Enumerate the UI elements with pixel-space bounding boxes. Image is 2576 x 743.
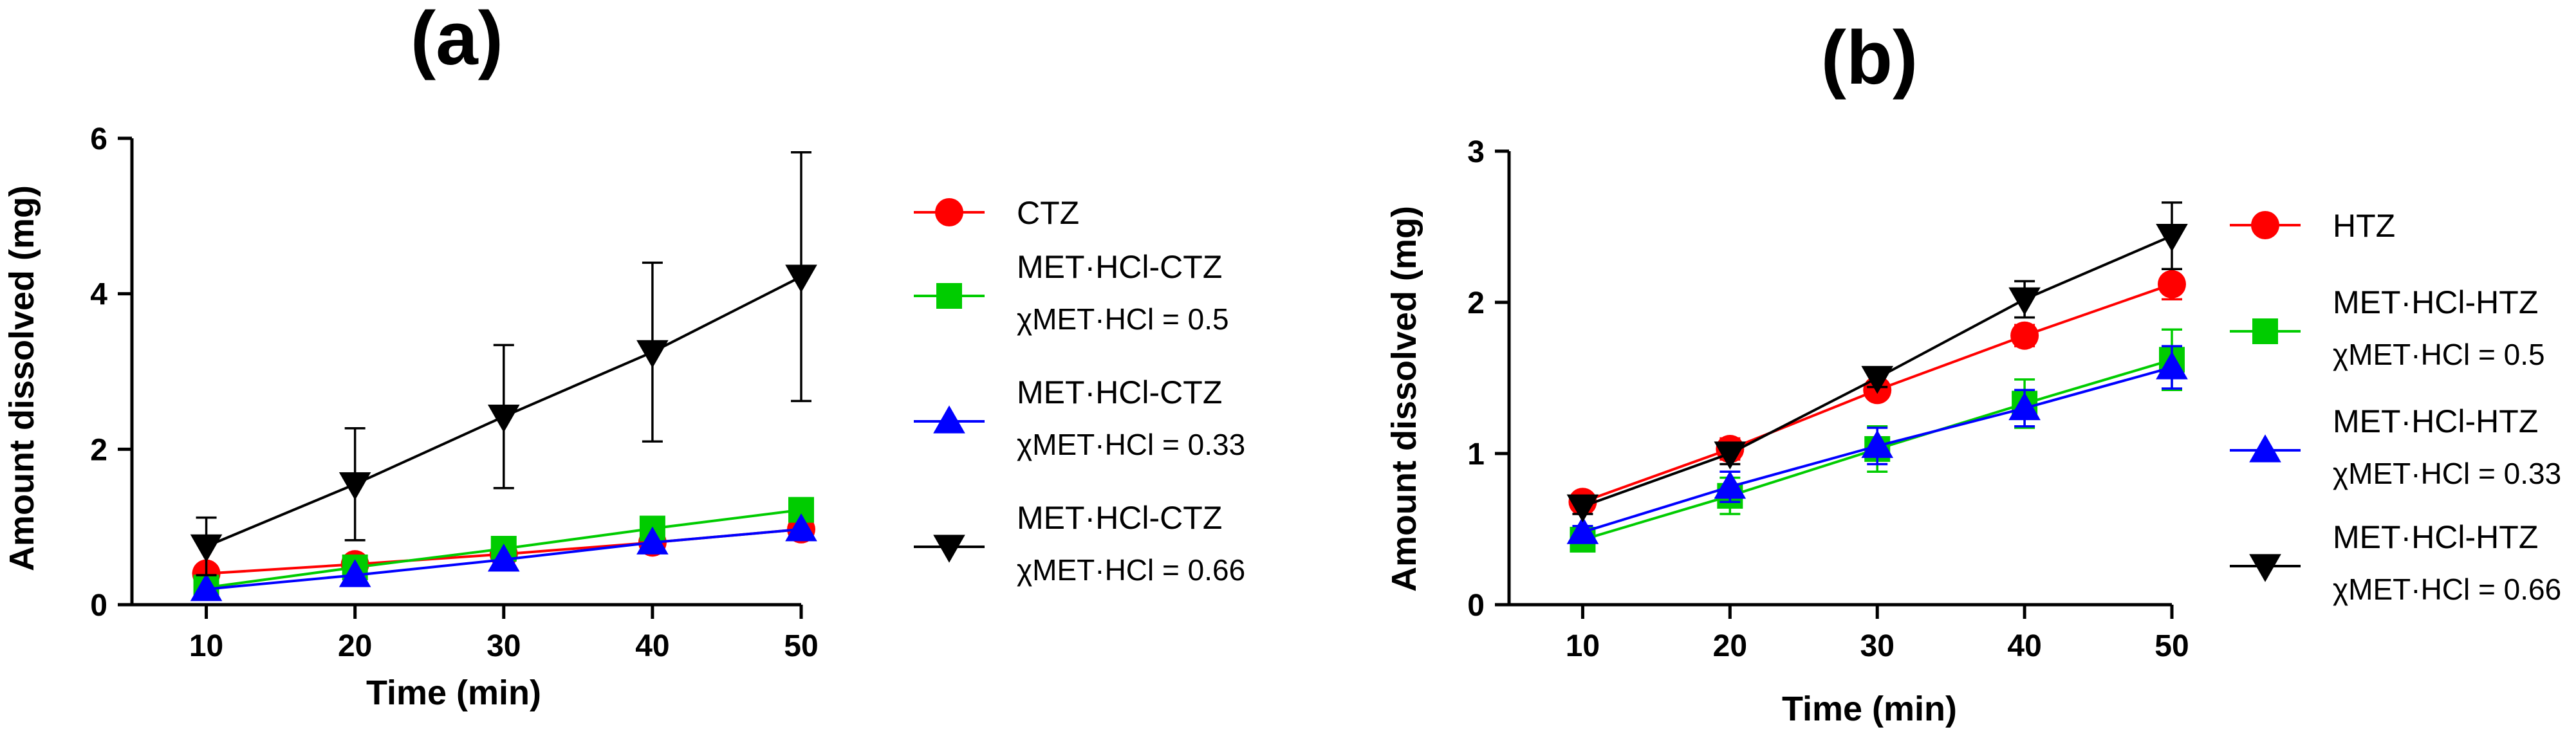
data-point: [2008, 287, 2041, 316]
data-point: [338, 472, 371, 500]
data-point: [1714, 441, 1747, 470]
data-point: [2008, 392, 2041, 421]
legend-b: HTZ MET·HCl-HTZ χMET·HCl = 0.5 MET·HCl-HTZ χ…: [2230, 208, 2561, 606]
y-tick-label-a: 2: [90, 433, 107, 467]
data-point: [487, 544, 520, 572]
data-point: [636, 340, 669, 369]
data-point: [2156, 351, 2188, 380]
axes-a: 0 2 4 6 10 20 30 40 50: [90, 122, 818, 663]
x-tick-label-b: 10: [1566, 629, 1600, 663]
x-tick-label-b: 50: [2154, 629, 2189, 663]
data-point: [636, 526, 669, 555]
legend-marker: [936, 283, 962, 309]
x-tick-label-b: 30: [1860, 629, 1895, 663]
legend-label: MET·HCl-HTZ: [2333, 519, 2538, 555]
legend-marker: [2251, 211, 2279, 239]
legend-marker: [2249, 554, 2281, 582]
legend-marker: [2252, 318, 2278, 344]
y-tick-label-b: 2: [1467, 286, 1485, 320]
x-tick-label-a: 40: [635, 629, 669, 663]
panel-label-b: (b): [1821, 15, 1918, 100]
legend-sublabel: χMET·HCl = 0.33: [2333, 457, 2561, 490]
data-point: [785, 513, 817, 542]
legend-sublabel: χMET·HCl = 0.66: [1017, 553, 1245, 587]
legend-sublabel: χMET·HCl = 0.33: [1017, 428, 1245, 461]
series-b-2: [1566, 345, 2188, 544]
legend-label: MET·HCl-CTZ: [1017, 500, 1222, 536]
series-a-2: [190, 513, 817, 601]
data-point: [1566, 516, 1599, 544]
x-axis-label-a: Time (min): [366, 674, 541, 712]
x-axis-label-b: Time (min): [1782, 690, 1957, 728]
legend-label: MET·HCl-CTZ: [1017, 374, 1222, 410]
data-point: [1566, 494, 1599, 523]
legend-label: HTZ: [2333, 208, 2395, 244]
series-group-b: [1566, 201, 2188, 553]
y-tick-label-b: 1: [1467, 437, 1485, 472]
y-tick-label-a: 0: [90, 589, 107, 623]
axes-b: 0 1 2 3 10 20 30 40 50: [1467, 135, 2189, 663]
data-point: [1714, 470, 1747, 499]
data-point: [1861, 365, 1894, 394]
data-point: [487, 404, 520, 433]
data-point: [2158, 270, 2186, 298]
legend-marker: [2249, 434, 2281, 463]
data-point: [190, 573, 223, 601]
x-tick-label-a: 30: [486, 629, 521, 663]
chart-panel-a: (a) Amount dissolved (mg) Time (min) 0 2 4…: [3, 0, 1245, 712]
legend-label: CTZ: [1017, 195, 1079, 231]
data-point: [1861, 430, 1894, 458]
legend-label: MET·HCl-HTZ: [2333, 403, 2538, 439]
legend-marker: [935, 198, 963, 226]
panel-label-a: (a): [411, 0, 503, 81]
series-b-3: [1566, 201, 2188, 523]
legend-marker: [933, 405, 965, 434]
data-point: [190, 534, 223, 563]
series-a-3: [190, 151, 817, 576]
legend-marker: [933, 535, 965, 563]
legend-label: MET·HCl-HTZ: [2333, 284, 2538, 320]
chart-panel-b: (b) Amount dissolved (mg) Time (min) 0 1 2…: [1385, 15, 2561, 728]
series-group-a: [190, 151, 817, 601]
y-axis-label-b: Amount dissolved (mg): [1385, 206, 1423, 592]
x-tick-label-a: 50: [784, 629, 818, 663]
data-point: [338, 559, 371, 587]
y-tick-label-a: 6: [90, 122, 107, 156]
legend-sublabel: χMET·HCl = 0.5: [1017, 302, 1229, 336]
legend-label: MET·HCl-CTZ: [1017, 249, 1222, 285]
data-point: [2010, 321, 2039, 350]
legend-a: CTZ MET·HCl-CTZ χMET·HCl = 0.5 MET·HCl-CTZ χ…: [914, 195, 1245, 587]
data-point: [2156, 224, 2188, 252]
y-tick-label-b: 0: [1467, 589, 1485, 623]
legend-sublabel: χMET·HCl = 0.5: [2333, 338, 2545, 371]
data-point: [785, 264, 817, 293]
y-tick-label-b: 3: [1467, 135, 1485, 169]
x-tick-label-b: 40: [2007, 629, 2041, 663]
x-tick-label-a: 10: [189, 629, 223, 663]
x-tick-label-a: 20: [338, 629, 372, 663]
y-axis-label-a: Amount dissolved (mg): [3, 185, 41, 571]
y-tick-label-a: 4: [90, 278, 107, 312]
legend-sublabel: χMET·HCl = 0.66: [2333, 573, 2561, 606]
x-tick-label-b: 20: [1713, 629, 1747, 663]
